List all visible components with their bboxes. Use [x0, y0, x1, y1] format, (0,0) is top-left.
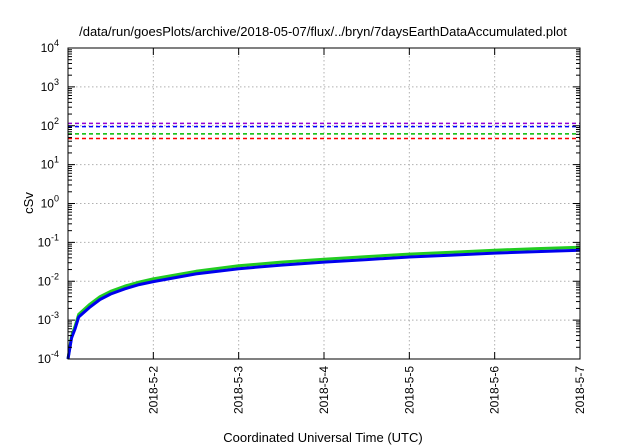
y-ticks: 10-4 10-3 10-2 10-1 100 101 102 103 104	[38, 38, 580, 366]
chart-title: /data/run/goesPlots/archive/2018-05-07/f…	[79, 24, 567, 39]
x-tick-label: 2018-5-3	[232, 366, 246, 414]
x-tick-label: 2018-5-5	[402, 366, 416, 414]
y-tick-label: 102	[41, 116, 59, 133]
y-tick-label: 10-4	[38, 349, 59, 366]
y-tick-label: 100	[41, 194, 59, 211]
x-tick-label: 2018-5-2	[146, 366, 160, 414]
series-line	[66, 245, 581, 360]
x-tick-label: 2018-5-4	[317, 366, 331, 414]
x-axis-label: Coordinated Universal Time (UTC)	[223, 430, 422, 445]
y-tick-label: 104	[41, 38, 59, 55]
series-line	[66, 248, 581, 360]
y-tick-label: 10-1	[38, 232, 59, 249]
grid	[68, 48, 580, 359]
x-ticks: 2018-5-2 2018-5-3 2018-5-4 2018-5-5 2018-5-6…	[146, 48, 587, 414]
x-tick-label: 2018-5-6	[488, 366, 502, 414]
y-tick-label: 10-3	[38, 310, 59, 327]
x-tick-label: 2018-5-7	[573, 366, 587, 414]
y-axis-label: cSv	[21, 192, 36, 214]
y-tick-label: 103	[41, 77, 59, 94]
y-tick-label: 101	[41, 155, 59, 172]
y-tick-label: 10-2	[38, 271, 59, 288]
series-lines	[66, 245, 581, 360]
threshold-lines	[68, 122, 580, 140]
